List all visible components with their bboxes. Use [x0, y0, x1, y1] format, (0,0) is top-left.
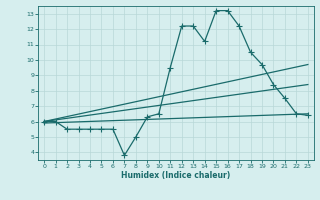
X-axis label: Humidex (Indice chaleur): Humidex (Indice chaleur) — [121, 171, 231, 180]
